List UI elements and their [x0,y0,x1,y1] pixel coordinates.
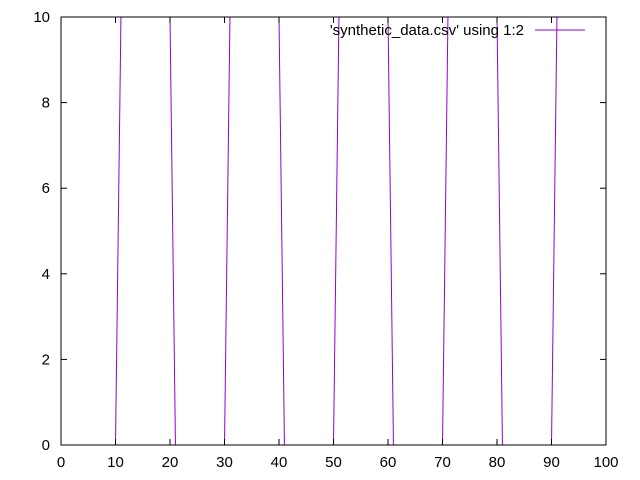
series-line-0 [115,16,558,446]
x-tick-label: 0 [57,454,65,471]
y-tick-label: 4 [42,266,50,283]
x-tick-label: 60 [380,454,397,471]
legend-label: 'synthetic_data.csv' using 1:2 [330,22,524,39]
y-tick-label: 10 [33,9,50,26]
y-tick-label: 2 [42,351,50,368]
ticks-layer: 0 10 20 30 40 50 60 70 80 90 100 0 2 4 6 8 10 [33,9,618,471]
plot-frame [60,16,607,446]
series-layer [115,16,558,446]
x-tick-label: 100 [593,454,618,471]
x-tick-label: 70 [434,454,451,471]
x-tick-label: 10 [107,454,124,471]
legend: 'synthetic_data.csv' using 1:2 [330,22,585,39]
y-tick-label: 8 [42,95,50,112]
x-tick-label: 80 [489,454,506,471]
x-tick-label: 20 [162,454,179,471]
y-tick-label: 0 [42,437,50,454]
y-tick-label: 6 [42,180,50,197]
x-tick-label: 40 [271,454,288,471]
x-tick-label: 50 [325,454,342,471]
x-tick-label: 30 [216,454,233,471]
x-tick-label: 90 [543,454,560,471]
